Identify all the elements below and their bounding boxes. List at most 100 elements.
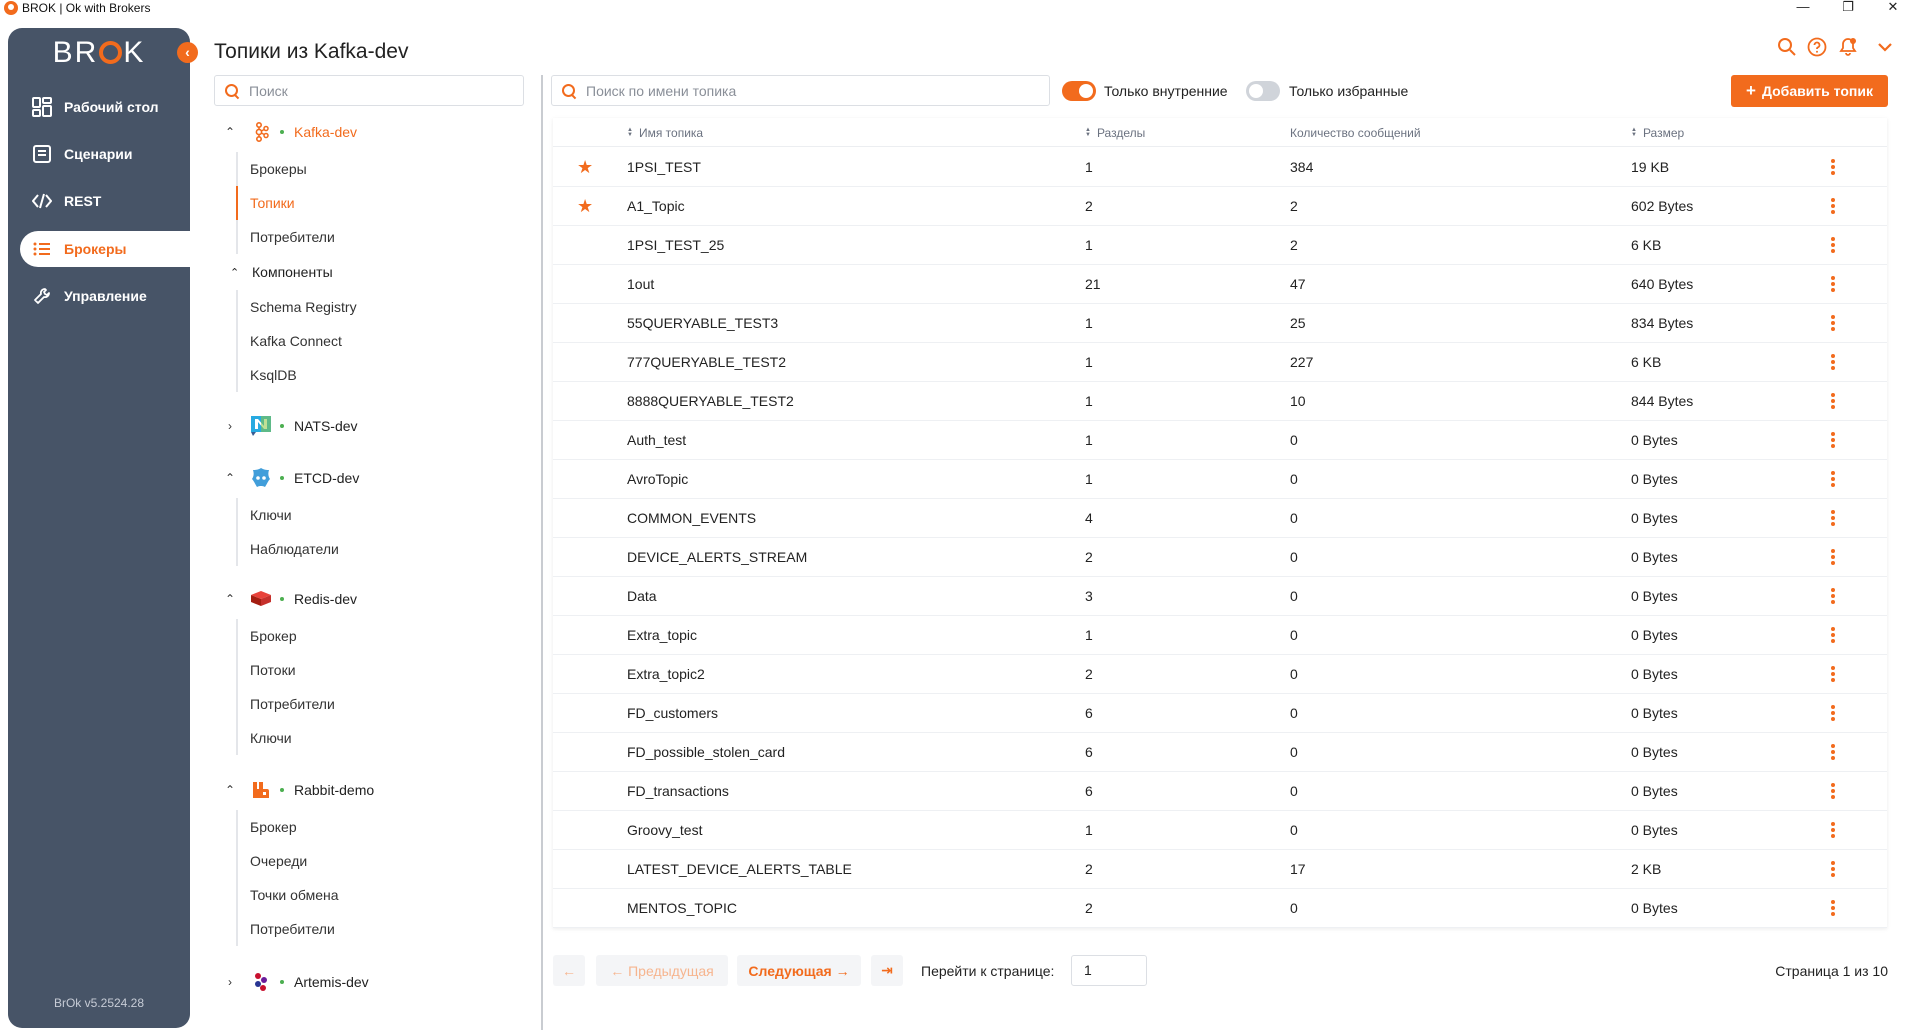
- row-menu-kebab-icon[interactable]: [1829, 391, 1837, 411]
- nav-dashboard[interactable]: Рабочий стол: [20, 89, 190, 125]
- topic-name-cell[interactable]: 1PSI_TEST_25: [627, 237, 725, 253]
- next-page-button[interactable]: Следующая →: [737, 955, 861, 986]
- maximize-button[interactable]: ❐: [1842, 0, 1854, 14]
- nav-management[interactable]: Управление: [20, 278, 190, 314]
- topic-name-cell[interactable]: DEVICE_ALERTS_STREAM: [627, 549, 808, 565]
- row-menu-kebab-icon[interactable]: [1829, 313, 1837, 333]
- table-row[interactable]: FD_customers 6 0 0 Bytes: [553, 694, 1887, 733]
- topic-name-cell[interactable]: Extra_topic2: [627, 666, 705, 682]
- tree-broker-etcd[interactable]: ⌃ ETCD-dev: [214, 464, 514, 492]
- topic-name-cell[interactable]: COMMON_EVENTS: [627, 510, 757, 526]
- topic-name-cell[interactable]: Extra_topic: [627, 627, 698, 643]
- search-icon[interactable]: [1776, 36, 1798, 58]
- row-menu-kebab-icon[interactable]: [1829, 196, 1837, 216]
- tree-item-rabbit-exchanges[interactable]: Точки обмена: [236, 878, 516, 912]
- tree-item-etcd-watchers[interactable]: Наблюдатели: [236, 532, 516, 566]
- row-menu-kebab-icon[interactable]: [1829, 625, 1837, 645]
- topic-name-cell[interactable]: 55QUERYABLE_TEST3: [627, 315, 779, 331]
- tree-item-redis-streams[interactable]: Потоки: [236, 653, 516, 687]
- close-button[interactable]: ✕: [1887, 0, 1899, 14]
- topic-name-cell[interactable]: 8888QUERYABLE_TEST2: [627, 393, 794, 409]
- topic-name-cell[interactable]: 1PSI_TEST: [627, 159, 701, 175]
- favorites-only-toggle[interactable]: [1246, 81, 1280, 101]
- tree-broker-rabbit[interactable]: ⌃ Rabbit-demo: [214, 776, 514, 804]
- chevron-up-icon[interactable]: ⌃: [224, 125, 236, 139]
- row-menu-kebab-icon[interactable]: [1829, 469, 1837, 489]
- row-menu-kebab-icon[interactable]: [1829, 157, 1837, 177]
- table-row[interactable]: MENTOS_TOPIC 2 0 0 Bytes: [553, 889, 1887, 928]
- table-row[interactable]: DEVICE_ALERTS_STREAM 2 0 0 Bytes: [553, 538, 1887, 577]
- topic-name-cell[interactable]: AvroTopic: [627, 471, 689, 487]
- row-menu-kebab-icon[interactable]: [1829, 664, 1837, 684]
- tree-item-etcd-keys[interactable]: Ключи: [236, 498, 516, 532]
- topic-search-input[interactable]: [586, 82, 1049, 99]
- table-row[interactable]: Extra_topic2 2 0 0 Bytes: [553, 655, 1887, 694]
- chevron-right-icon[interactable]: ›: [228, 975, 232, 989]
- topic-name-cell[interactable]: FD_customers: [627, 705, 719, 721]
- row-menu-kebab-icon[interactable]: [1829, 430, 1837, 450]
- row-menu-kebab-icon[interactable]: [1829, 352, 1837, 372]
- minimize-button[interactable]: —: [1796, 0, 1810, 14]
- table-row[interactable]: FD_transactions 6 0 0 Bytes: [553, 772, 1887, 811]
- row-menu-kebab-icon[interactable]: [1829, 547, 1837, 567]
- topic-search-field[interactable]: [551, 75, 1050, 106]
- goto-page-input[interactable]: 1: [1071, 955, 1147, 986]
- tree-broker-nats[interactable]: › NATS-dev: [214, 412, 514, 440]
- tree-broker-artemis[interactable]: › Artemis-dev: [214, 968, 514, 996]
- last-page-button[interactable]: ⇥: [871, 955, 903, 986]
- row-menu-kebab-icon[interactable]: [1829, 781, 1837, 801]
- topic-name-cell[interactable]: LATEST_DEVICE_ALERTS_TABLE: [627, 861, 852, 877]
- chevron-up-icon[interactable]: ⌃: [224, 783, 236, 797]
- topic-name-cell[interactable]: FD_possible_stolen_card: [627, 744, 785, 760]
- tree-item-ksqldb[interactable]: KsqlDB: [236, 358, 516, 392]
- table-row[interactable]: Data 3 0 0 Bytes: [553, 577, 1887, 616]
- topic-name-cell[interactable]: 777QUERYABLE_TEST2: [627, 354, 787, 370]
- table-row[interactable]: 1out 21 47 640 Bytes: [553, 265, 1887, 304]
- tree-broker-kafka[interactable]: ⌃ Kafka-dev: [214, 118, 514, 146]
- column-header-size[interactable]: ▲ ▼ Размер: [1631, 126, 1684, 140]
- table-row[interactable]: AvroTopic 1 0 0 Bytes: [553, 460, 1887, 499]
- topic-name-cell[interactable]: Auth_test: [627, 432, 687, 448]
- row-menu-kebab-icon[interactable]: [1829, 703, 1837, 723]
- column-header-messages[interactable]: Количество сообщений: [1290, 126, 1421, 140]
- tree-item-rabbit-consumers[interactable]: Потребители: [236, 912, 516, 946]
- help-icon[interactable]: [1806, 36, 1828, 58]
- table-row[interactable]: ★ 1PSI_TEST 1 384 19 KB: [553, 148, 1887, 187]
- row-menu-kebab-icon[interactable]: [1829, 898, 1837, 918]
- table-row[interactable]: 1PSI_TEST_25 1 2 6 KB: [553, 226, 1887, 265]
- first-page-button[interactable]: ←: [553, 955, 585, 986]
- tree-item-redis-keys[interactable]: Ключи: [236, 721, 516, 755]
- chevron-right-icon[interactable]: ›: [228, 419, 232, 433]
- chevron-up-icon[interactable]: ⌃: [224, 592, 236, 606]
- tree-item-rabbit-broker[interactable]: Брокер: [236, 810, 516, 844]
- tree-item-kafka-brokers[interactable]: Брокеры: [236, 152, 516, 186]
- internal-only-toggle[interactable]: [1062, 81, 1096, 101]
- chevron-down-icon[interactable]: [1874, 36, 1896, 58]
- tree-item-redis-consumers[interactable]: Потребители: [236, 687, 516, 721]
- tree-item-kafka-connect[interactable]: Kafka Connect: [236, 324, 516, 358]
- topic-name-cell[interactable]: 1out: [627, 276, 655, 292]
- row-menu-kebab-icon[interactable]: [1829, 859, 1837, 879]
- row-menu-kebab-icon[interactable]: [1829, 586, 1837, 606]
- topic-name-cell[interactable]: Groovy_test: [627, 822, 703, 838]
- tree-item-schema-registry[interactable]: Schema Registry: [236, 290, 516, 324]
- row-menu-kebab-icon[interactable]: [1829, 235, 1837, 255]
- tree-search-field[interactable]: [214, 75, 524, 106]
- table-row[interactable]: Auth_test 1 0 0 Bytes: [553, 421, 1887, 460]
- chevron-up-icon[interactable]: ⌃: [224, 471, 236, 485]
- table-row[interactable]: ★ A1_Topic 2 2 602 Bytes: [553, 187, 1887, 226]
- tree-broker-redis[interactable]: ⌃ Redis-dev: [214, 585, 514, 613]
- tree-item-redis-broker[interactable]: Брокер: [236, 619, 516, 653]
- tree-item-rabbit-queues[interactable]: Очереди: [236, 844, 516, 878]
- table-row[interactable]: Groovy_test 1 0 0 Bytes: [553, 811, 1887, 850]
- notifications-bell-icon[interactable]: [1837, 36, 1859, 58]
- tree-item-kafka-consumers[interactable]: Потребители: [236, 220, 516, 254]
- table-row[interactable]: Extra_topic 1 0 0 Bytes: [553, 616, 1887, 655]
- table-row[interactable]: FD_possible_stolen_card 6 0 0 Bytes: [553, 733, 1887, 772]
- topic-name-cell[interactable]: A1_Topic: [627, 198, 685, 214]
- nav-scenarios[interactable]: Сценарии: [20, 136, 190, 172]
- tree-item-kafka-topics[interactable]: Топики: [236, 186, 516, 220]
- table-row[interactable]: LATEST_DEVICE_ALERTS_TABLE 2 17 2 KB: [553, 850, 1887, 889]
- column-header-name[interactable]: ▲ ▼ Имя топика: [627, 126, 703, 140]
- table-row[interactable]: COMMON_EVENTS 4 0 0 Bytes: [553, 499, 1887, 538]
